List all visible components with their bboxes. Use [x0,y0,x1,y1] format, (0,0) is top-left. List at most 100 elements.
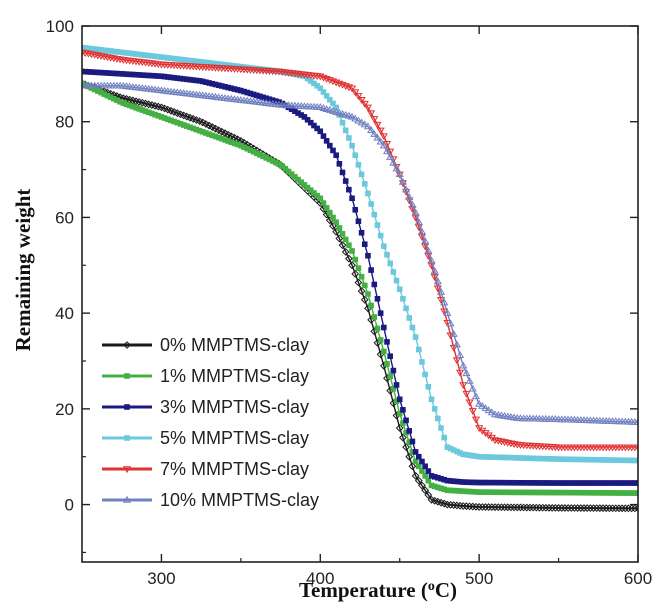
series-marker [358,229,365,236]
series-marker [422,463,428,470]
series-marker [580,504,588,512]
series-marker [295,110,301,116]
series-marker [344,254,353,263]
series-marker [492,489,498,496]
series-marker [158,54,165,60]
series-marker [469,488,476,495]
series-marker [328,78,338,86]
series-marker [571,489,578,496]
series-marker [514,455,521,461]
series-marker [587,480,594,486]
series-marker [209,132,216,139]
series-marker [323,205,330,211]
series-marker [379,141,388,149]
series-marker [209,60,216,67]
series-marker [425,384,432,390]
series-marker [250,91,257,98]
series-marker [101,91,108,97]
series-4 [82,44,638,464]
y-tick-label: 80 [55,113,74,132]
series-marker [549,489,556,496]
series-marker [215,61,222,67]
series-marker [632,490,638,496]
series-marker [370,129,379,137]
series-marker [330,214,336,221]
series-marker [376,127,385,135]
series-marker [352,152,359,159]
series-marker [536,455,543,462]
series-marker [368,267,374,273]
series-marker [489,454,495,460]
series-marker [304,117,311,123]
series-marker [187,124,193,131]
series-marker [295,72,301,78]
series-marker [495,454,502,461]
series-marker [469,479,476,486]
series-marker [177,75,184,82]
series-marker [412,458,419,465]
series-marker [225,138,231,144]
series-marker [431,474,438,480]
series-marker [593,490,600,496]
series-marker [494,503,503,512]
series-marker [501,479,508,486]
series-marker [374,295,381,302]
series-marker [605,504,614,513]
series-marker [622,490,629,496]
series-marker [374,222,381,228]
series-marker [168,55,174,62]
series-marker [408,200,417,208]
series-marker [161,115,168,121]
series-marker [568,456,575,463]
series-marker [554,504,563,512]
series-marker [533,489,540,496]
series-marker [520,455,527,461]
series-marker [421,486,430,495]
series-marker [552,480,559,486]
series-marker [593,456,600,463]
series-marker [533,480,540,486]
series-marker [600,490,606,496]
series-marker [624,504,633,513]
series-marker [107,48,114,54]
series-marker [459,361,468,369]
series-marker [436,297,446,304]
series-marker [628,480,635,486]
series-marker [371,281,378,288]
series-marker [584,456,590,463]
series-marker [222,137,228,143]
series-marker [633,418,638,425]
series-marker [288,70,295,77]
series-marker [234,87,241,93]
series-marker [616,480,622,486]
series-marker [161,54,168,61]
series-marker [273,159,279,166]
series-marker [298,179,305,186]
series-marker [373,121,382,129]
series-marker [177,121,184,127]
series-marker [365,190,371,197]
series-marker [311,80,317,87]
series-marker [527,455,533,462]
series-marker [619,480,625,486]
series-marker [376,137,385,145]
series-marker [590,490,597,496]
series-marker [421,237,430,245]
series-marker [292,174,298,180]
series-marker [495,489,502,496]
series-marker [114,97,120,104]
series-marker [621,504,630,513]
series-marker [602,504,611,513]
series-marker [565,480,571,486]
series-marker [616,490,622,496]
series-marker [260,94,266,101]
series-marker [396,410,403,417]
series-marker [595,504,604,513]
series-marker [463,488,470,495]
series-marker [592,504,601,513]
x-axis-title-sup: o [428,579,435,594]
series-marker [568,489,575,496]
series-marker [546,480,552,486]
series-marker [342,127,349,134]
series-marker [539,480,546,486]
